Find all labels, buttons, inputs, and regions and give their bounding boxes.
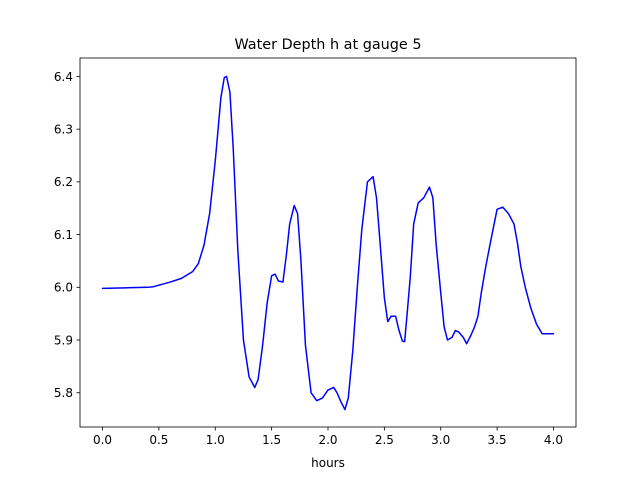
y-tick-label: 6.4: [54, 70, 73, 84]
y-tick-label: 6.1: [54, 228, 73, 242]
x-axis-label: hours: [311, 456, 345, 470]
x-tick-label: 2.5: [375, 433, 394, 447]
y-tick-label: 6.0: [54, 281, 73, 295]
chart-title: Water Depth h at gauge 5: [234, 37, 421, 53]
y-tick-label: 5.8: [54, 386, 73, 400]
y-tick-label: 6.3: [54, 122, 73, 136]
x-tick-label: 4.0: [544, 433, 563, 447]
y-tick-label: 5.9: [54, 333, 73, 347]
y-tick-label: 6.2: [54, 175, 73, 189]
x-tick-label: 0.5: [149, 433, 168, 447]
x-tick-label: 1.0: [206, 433, 225, 447]
series-line-0: [101, 75, 555, 411]
plot-area: 0.0 0.5 1.0 1.5 2.0 2.5 3.0 3.5 4.0 5.8 5.9 6.0 6.1 6…: [54, 57, 577, 447]
x-tick-label: 0.0: [93, 433, 112, 447]
x-tick-label: 3.5: [488, 433, 507, 447]
x-tick-label: 1.5: [262, 433, 281, 447]
x-tick-label: 2.0: [318, 433, 337, 447]
x-tick-label: 3.0: [431, 433, 450, 447]
